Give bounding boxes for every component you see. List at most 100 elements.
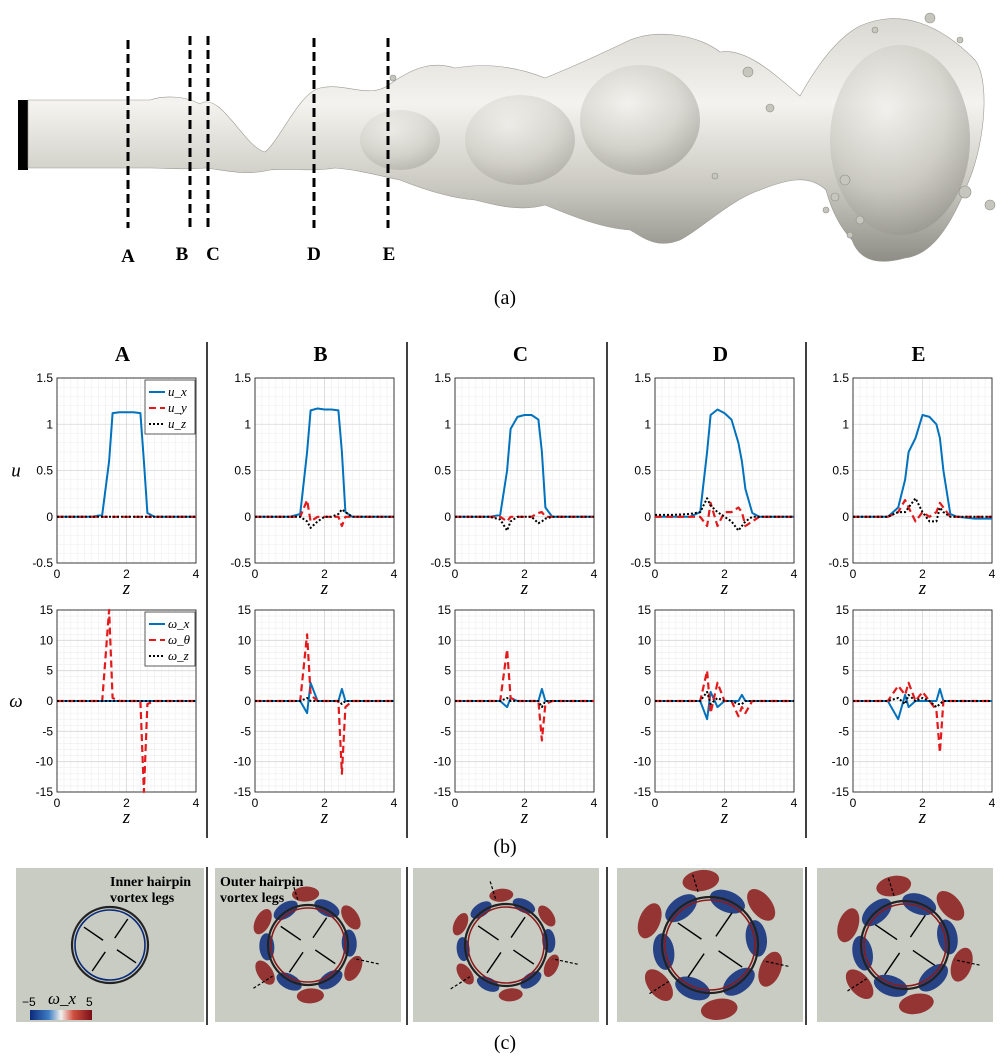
y-tick-label: 1 [46,417,53,431]
x-tick-label: 4 [193,796,200,810]
nozzle-plate [18,100,28,170]
vortex-blob [344,955,363,982]
colorbar: −5 ω_x 5 [22,989,93,1020]
x-axis-label: z [520,807,529,828]
vortex-blob [653,933,675,970]
shear-layer-ring-inner [664,899,756,991]
x-tick-label: 4 [591,567,598,581]
vortex-blob [543,954,560,977]
y-tick-label: 15 [836,603,850,617]
series-line-uy [853,499,992,523]
vorticity-axes-a: -15 -10 -5 0 5 10 15 0 2 4 z ω ω_xω_θω_z [9,603,199,828]
inner-vortex-arrow [314,949,336,965]
column-title-c: C [513,342,528,366]
outer-vortex-arrow [763,960,789,967]
y-tick-label: -10 [434,755,452,769]
column-title-d: D [713,342,728,366]
velocity-axes-e: -0.500.511.50 2 4z [828,371,995,599]
outer-vortex-arrow [692,874,699,893]
y-tick-label: -5 [838,724,849,738]
y-tick-label: 15 [638,603,652,617]
x-tick-label: 4 [989,567,996,581]
inner-vortex-arrow [715,912,733,937]
vortex-blob [700,998,738,1020]
y-tick-label: 0 [842,694,849,708]
vortex-blob [950,947,973,982]
outer-vortex-arrow [450,976,471,990]
x-tick-label: 2 [321,796,328,810]
vortex-blob [538,905,556,927]
legend-entry: u_z [168,416,186,431]
vorticity-legend: ω_xω_θω_z [144,611,196,667]
axes-frame [454,377,595,564]
vortex-blob [745,920,768,957]
shear-layer-ring [70,905,150,985]
x-axis-label: z [122,807,131,828]
vortex-blob [476,976,500,992]
vortex-blob [644,969,673,1001]
vortex-blob [341,905,361,930]
x-axis-label: z [720,578,729,599]
y-tick-label: -0.5 [828,556,849,570]
vorticity-axes-b: -15 -10 -5 0 5 10 15 0 2 4 z [234,603,398,828]
y-tick-label: 1.5 [832,371,849,385]
x-tick-label: 0 [652,796,659,810]
vortex-blob [255,960,275,985]
vortex-blob [936,890,965,921]
y-tick-label: 10 [40,633,54,647]
vorticity-slice-e [817,868,993,1022]
inner-vortex-arrow [288,951,304,973]
y-tick-label: 5 [46,664,53,678]
legend-entry: ω_θ [168,632,191,647]
vorticity-slice-b [215,868,401,1022]
y-tick-label: 10 [238,633,252,647]
inner-vortex-arrow [884,952,901,976]
y-tick-label: -10 [634,755,652,769]
y-tick-label: 10 [438,633,452,647]
jet-head [830,45,970,235]
vorticity-axes-d: -15 -10 -5 0 5 10 15 0 2 4 z [634,603,798,828]
x-tick-label: 4 [391,567,398,581]
y-tick-label: 1.5 [234,371,251,385]
outer-vortex-arrow [649,980,670,995]
inner-vortex-arrow [486,952,502,974]
x-axis-label: z [918,578,927,599]
inner-vortex-arrow [687,953,705,978]
vortex-blob [898,993,934,1015]
x-tick-label: 0 [652,567,659,581]
y-tick-label: 15 [238,603,252,617]
outer-vortex-arrow [887,878,895,897]
inner-vortex-arrow [91,951,106,972]
y-tick-label: 15 [40,603,54,617]
y-tick-label: -10 [36,755,54,769]
y-tick-label: 15 [438,603,452,617]
vortex-blob [845,969,874,1000]
y-tick-label: -15 [832,785,850,799]
series-line-ux [853,414,992,520]
x-axis-label: z [122,578,131,599]
shear-layer-ring [266,903,350,987]
column-title-e: E [911,342,925,366]
series-line-uy [655,501,794,528]
outer-vortex-arrow [552,958,578,965]
y-tick-label: -10 [234,755,252,769]
vortex-blob [292,886,320,902]
y-tick-label: -15 [634,785,652,799]
x-axis-label: z [520,578,529,599]
y-tick-label: -0.5 [430,556,451,570]
column-title-a: A [115,342,131,366]
x-tick-label: 4 [193,567,200,581]
x-axis-label: z [720,807,729,828]
y-tick-label: 5 [644,664,651,678]
inner-vortex-arrow [677,922,702,940]
legend-entry: ω_x [168,616,190,631]
outer-vortex-arrow [253,975,273,989]
outer-vortex-arrow [954,959,980,966]
y-tick-label: -15 [434,785,452,799]
panel-label-c: (c) [494,1032,516,1054]
y-tick-label: -10 [832,755,850,769]
y-tick-label: 0 [244,510,251,524]
vortex-blob [512,898,536,914]
y-tick-label: 0 [644,510,651,524]
x-axis-label: z [320,578,329,599]
